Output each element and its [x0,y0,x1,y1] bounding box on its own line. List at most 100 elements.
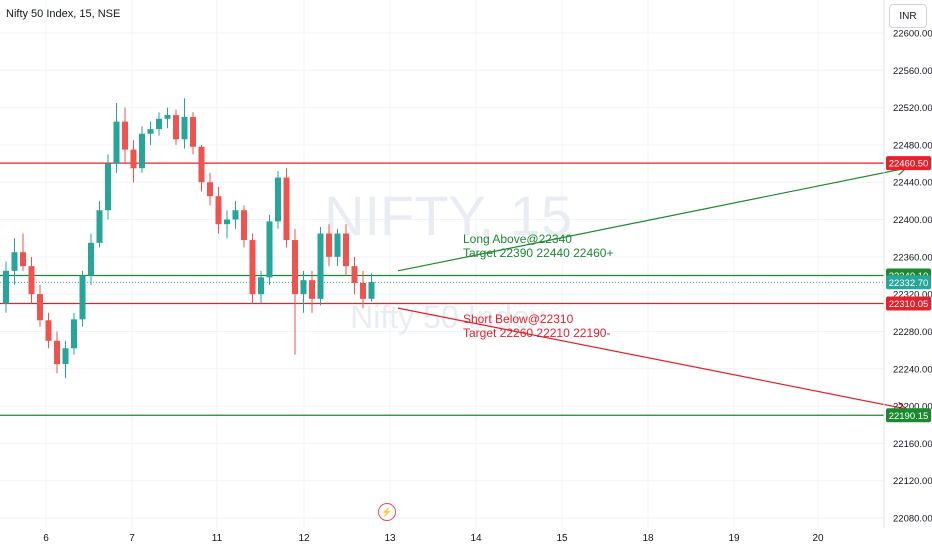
candle[interactable] [28,256,35,304]
candle-body[interactable] [300,280,307,295]
candle[interactable] [360,270,366,309]
candle-body[interactable] [326,233,332,257]
candle-body[interactable] [317,233,324,299]
candle-body[interactable] [79,275,86,320]
candle-body[interactable] [360,282,366,299]
candle-body[interactable] [156,118,162,130]
candle-body[interactable] [215,196,222,225]
candle[interactable] [232,200,239,229]
candle[interactable] [147,121,154,145]
candle[interactable] [190,112,196,155]
candle[interactable] [164,107,171,129]
candle-body[interactable] [20,252,26,267]
candle-body[interactable] [37,294,43,321]
candlestick-series[interactable] [3,98,375,379]
candle-body[interactable] [368,282,375,299]
candle-body[interactable] [224,219,230,225]
candle[interactable] [79,270,86,327]
candle-body[interactable] [351,266,358,283]
candle[interactable] [37,284,43,327]
candle[interactable] [139,126,145,173]
candle-body[interactable] [190,116,196,147]
candle[interactable] [45,312,52,349]
candle[interactable] [11,238,18,285]
candle[interactable] [181,98,188,149]
symbol-title[interactable]: Nifty 50 Index, 15, NSE [6,8,121,20]
candle[interactable] [317,227,324,306]
candle[interactable] [275,171,281,229]
candle[interactable] [198,144,205,192]
candle[interactable] [309,270,315,313]
candle[interactable] [351,256,358,295]
candle-body[interactable] [249,240,256,295]
candle[interactable] [62,340,69,379]
candle[interactable] [326,224,332,267]
candle[interactable] [96,200,103,248]
candle-body[interactable] [283,177,290,241]
candle-body[interactable] [122,121,128,150]
candle-body[interactable] [139,133,145,169]
candle-body[interactable] [147,129,154,134]
candle[interactable] [88,233,94,285]
candle[interactable] [266,214,273,285]
candle-body[interactable] [266,221,273,278]
candle[interactable] [292,228,298,355]
candle-body[interactable] [275,177,281,222]
candle[interactable] [20,233,26,271]
candle[interactable] [258,270,264,304]
candle-body[interactable] [105,163,111,211]
candle[interactable] [334,228,341,267]
candle-body[interactable] [11,252,18,271]
annotation-line[interactable]: Target 22260 22210 22190- [463,326,610,340]
candle-body[interactable] [343,233,349,267]
candle-body[interactable] [54,340,60,365]
candle[interactable] [113,102,120,173]
candle-body[interactable] [130,149,137,169]
time-axis[interactable]: 6 7 11 12 13 14 15 18 19 20 [43,533,824,544]
currency-button[interactable]: INR [889,4,927,28]
candle[interactable] [207,172,213,206]
candle-body[interactable] [62,348,69,365]
candle-body[interactable] [45,320,52,341]
candle-body[interactable] [258,277,264,295]
annotation-line[interactable]: Short Below@22310 [463,312,574,326]
candle-body[interactable] [164,115,171,119]
candle[interactable] [224,210,230,239]
candle[interactable] [300,270,307,313]
candle[interactable] [130,140,137,183]
candle[interactable] [241,205,247,248]
candle-body[interactable] [28,266,35,295]
candle-body[interactable] [241,210,247,241]
candle-body[interactable] [113,121,120,164]
candle[interactable] [156,112,162,136]
candle-body[interactable] [88,242,94,276]
annotation-line[interactable]: Target 22390 22440 22460+ [463,246,613,260]
candle-body[interactable] [181,116,188,140]
candle[interactable] [54,331,60,374]
candle-body[interactable] [173,115,179,140]
candle[interactable] [283,168,290,248]
candle-body[interactable] [292,240,298,295]
candle-body[interactable] [309,280,315,299]
candle[interactable] [249,233,256,304]
candle[interactable] [173,109,179,145]
candle[interactable] [3,261,9,313]
candle[interactable] [343,224,349,276]
annotation-line[interactable]: Long Above@22340 [463,232,572,246]
candle-body[interactable] [96,210,103,243]
price-axis[interactable]: 22600.00 22560.00 22520.00 22480.00 22440.00… [893,29,932,525]
candle-body[interactable] [334,233,341,257]
candle-body[interactable] [232,210,239,220]
candle-body[interactable] [3,270,9,304]
candle-body[interactable] [198,146,205,183]
lightning-icon[interactable]: ⚡ [378,503,396,521]
candle[interactable] [215,186,222,234]
candle-body[interactable] [207,182,213,197]
candle[interactable] [71,312,77,355]
candle[interactable] [105,154,111,220]
horizontal-levels[interactable] [0,162,884,416]
candle[interactable] [368,273,375,302]
candle-body[interactable] [71,319,77,349]
